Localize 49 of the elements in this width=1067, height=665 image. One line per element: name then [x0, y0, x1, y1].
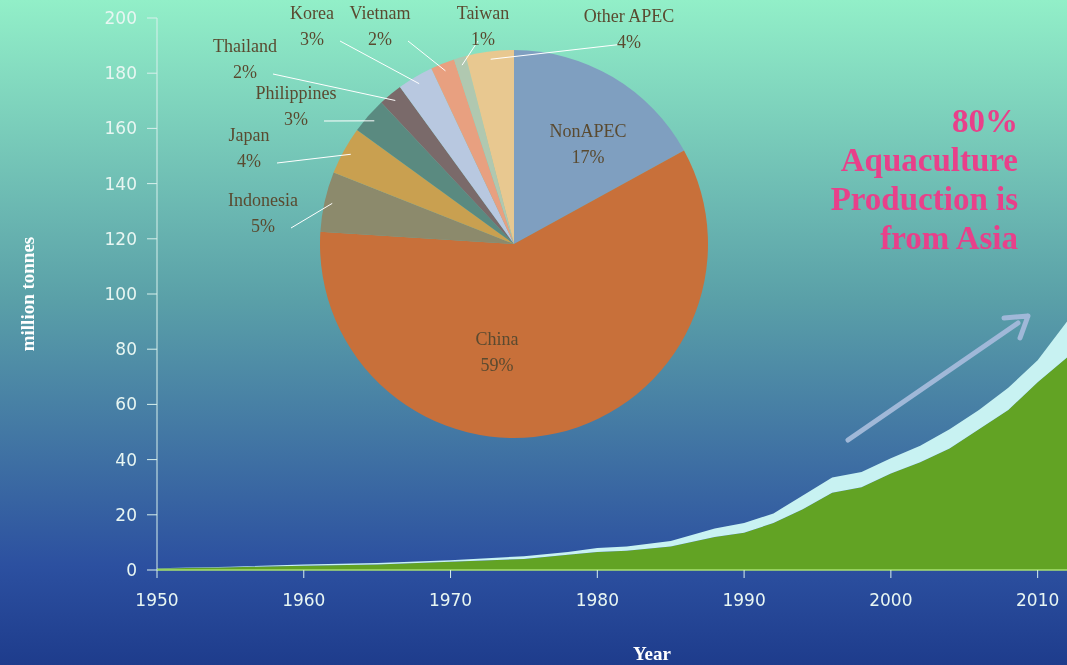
- slice-label: Korea: [290, 3, 334, 23]
- pie-slice: [514, 50, 684, 244]
- data-label: 4%: [617, 32, 641, 52]
- slice-label: NonAPEC: [549, 121, 627, 141]
- x-tick-label: 2010: [1016, 590, 1060, 610]
- data-label: 59%: [480, 355, 514, 375]
- slice-label: Indonesia: [228, 190, 298, 210]
- data-label: 5%: [251, 216, 275, 236]
- y-tick-label: 60: [115, 394, 137, 415]
- data-label: 4%: [237, 151, 261, 171]
- y-tick-label: 0: [126, 559, 137, 580]
- slice-label: Japan: [228, 125, 270, 145]
- y-tick-label: 160: [104, 118, 137, 139]
- slice-label: Vietnam: [349, 3, 411, 23]
- x-tick-label: 1960: [282, 590, 326, 610]
- x-tick-label: 1990: [722, 590, 766, 610]
- pie-slice: [320, 150, 708, 438]
- pie-slice: [357, 102, 514, 244]
- pie-slice: [431, 59, 514, 244]
- annotation: 80% Aquaculture Production is from Asia: [830, 103, 1019, 256]
- x-tick-label: 1970: [428, 590, 473, 610]
- slice-label: Thailand: [213, 36, 277, 56]
- slice-label: Taiwan: [456, 3, 510, 23]
- y-tick-label: 100: [104, 283, 137, 304]
- slice-label: Philippines: [255, 83, 337, 103]
- x-tick-label: 1980: [575, 590, 619, 610]
- x-tick-label: 1950: [135, 590, 179, 610]
- y-tick-label: 40: [115, 449, 137, 470]
- x-axis-title: Year: [633, 643, 672, 664]
- data-label: 17%: [571, 147, 605, 167]
- data-label: 1%: [471, 29, 495, 49]
- slice-label: China: [475, 329, 519, 349]
- pie-slice: [333, 129, 514, 244]
- y-tick-label: 140: [104, 173, 137, 194]
- y-tick-label: 20: [115, 504, 137, 525]
- pie-slice: [399, 68, 514, 244]
- pie-slice: [465, 50, 514, 244]
- data-label: 2%: [368, 29, 392, 49]
- data-label: 3%: [300, 29, 324, 49]
- y-axis-title: million tonnes: [17, 236, 38, 352]
- data-label: 2%: [233, 62, 257, 82]
- x-tick-label: 2000: [869, 590, 913, 610]
- data-label: 3%: [284, 109, 308, 129]
- y-tick-label: 180: [104, 63, 137, 84]
- slice-label: Other APEC: [583, 6, 675, 26]
- pie-slice: [320, 172, 514, 244]
- y-tick-label: 80: [115, 339, 137, 360]
- y-tick-label: 120: [104, 228, 137, 249]
- y-tick-label: 200: [104, 7, 137, 28]
